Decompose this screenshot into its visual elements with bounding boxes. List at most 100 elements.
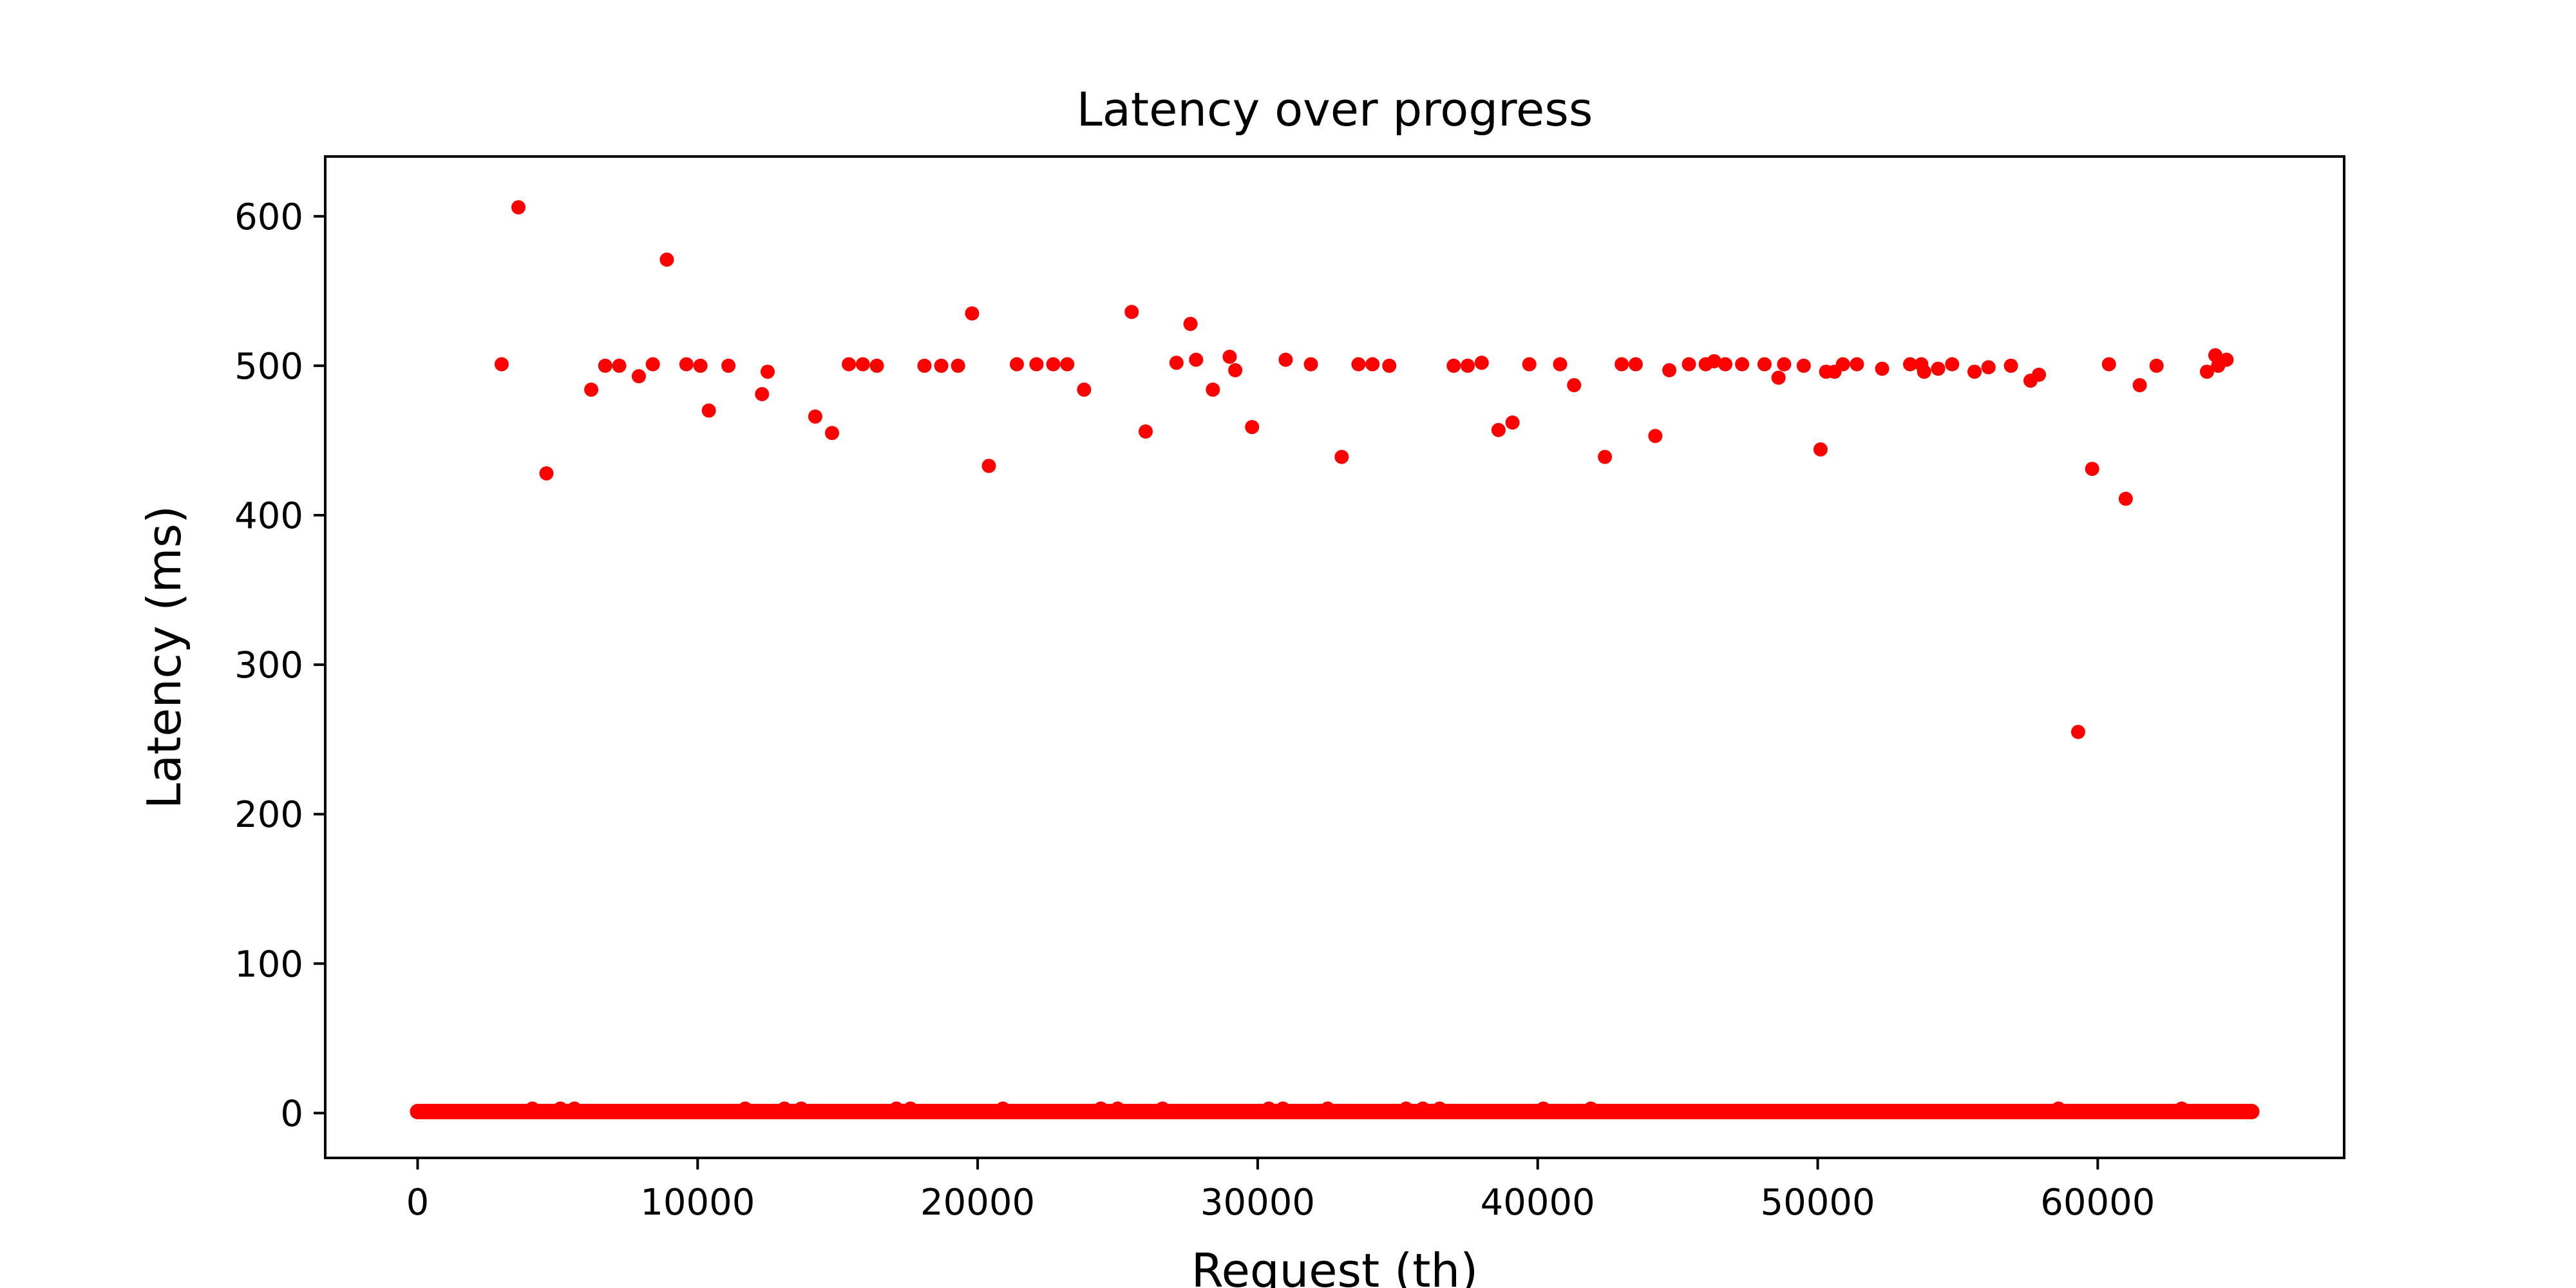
y-tick-label: 100 [234, 943, 303, 985]
x-tick-label: 60000 [2040, 1182, 2155, 1224]
data-point [1262, 1101, 1276, 1116]
data-point [1334, 450, 1349, 464]
data-point [2149, 358, 2164, 373]
data-point [1648, 429, 1663, 444]
data-point [1615, 357, 1629, 372]
data-point [631, 369, 646, 384]
data-point [1850, 357, 1864, 372]
data-point [1320, 1101, 1335, 1116]
data-point [951, 358, 965, 373]
data-point [2174, 1101, 2189, 1116]
data-point [2070, 724, 2085, 739]
data-point [1813, 442, 1828, 457]
y-tick-label: 0 [280, 1093, 303, 1135]
data-point [1351, 357, 1366, 372]
data-point [808, 409, 822, 424]
data-point [1110, 1101, 1125, 1116]
data-point [1945, 357, 1960, 372]
data-point [755, 387, 770, 402]
data-point [494, 357, 509, 372]
data-point [2032, 367, 2047, 382]
data-point [693, 358, 708, 373]
data-point [1917, 365, 1931, 379]
data-point [701, 403, 716, 418]
data-point [525, 1101, 540, 1116]
chart-marks [410, 200, 2260, 1120]
data-point [1681, 357, 1696, 372]
data-point [2132, 378, 2147, 393]
data-point [842, 357, 857, 372]
y-axis-ticks: 0 100 200 300 400 500 600 [234, 196, 325, 1135]
data-point [1124, 305, 1139, 319]
data-point [2118, 491, 2133, 506]
data-point [1365, 357, 1380, 372]
data-point [1206, 383, 1220, 397]
data-point [855, 357, 870, 372]
data-point [598, 358, 612, 373]
y-tick-label: 500 [234, 346, 303, 388]
y-tick-label: 200 [234, 794, 303, 836]
data-point [1491, 422, 1506, 437]
y-tick-label: 300 [234, 645, 303, 687]
data-point [612, 358, 627, 373]
data-point [1662, 363, 1677, 377]
data-point [1931, 361, 1946, 376]
data-point [2219, 352, 2234, 367]
data-point [1536, 1101, 1551, 1116]
data-point [1432, 1101, 1447, 1116]
data-point [1796, 358, 1811, 373]
data-point [1771, 370, 1786, 385]
data-point [584, 383, 599, 397]
data-point [1183, 316, 1198, 331]
data-point [1189, 352, 1204, 367]
data-point [2085, 462, 2099, 477]
data-point [1399, 1101, 1414, 1116]
plot-area-frame [324, 155, 2345, 1159]
x-tick-label: 0 [406, 1182, 430, 1224]
x-tick-label: 10000 [640, 1182, 755, 1224]
data-point [1416, 1101, 1430, 1116]
data-point [761, 365, 775, 379]
data-point [1718, 357, 1733, 372]
x-tick-label: 40000 [1481, 1182, 1595, 1224]
data-point [1077, 383, 1092, 397]
data-point [903, 1101, 918, 1116]
data-point [659, 252, 674, 267]
data-point [869, 358, 884, 373]
data-point [1276, 1101, 1291, 1116]
data-point [1835, 357, 1850, 372]
data-point [2199, 365, 2214, 379]
data-point [1029, 357, 1044, 372]
data-point [1446, 358, 1461, 373]
data-point [1060, 357, 1075, 372]
data-point [721, 358, 736, 373]
y-tick-label: 400 [234, 495, 303, 537]
data-point [1584, 1101, 1598, 1116]
data-point [1046, 357, 1061, 372]
data-point [1505, 415, 1520, 430]
x-axis-label: Request (th) [1191, 1244, 1478, 1288]
data-point [1567, 378, 1582, 393]
data-point [889, 1101, 904, 1116]
data-point [777, 1101, 792, 1116]
data-point [1474, 355, 1489, 370]
data-point [2003, 358, 2018, 373]
data-point [1139, 424, 1153, 439]
data-point [1875, 361, 1889, 376]
data-point [1707, 354, 1721, 368]
data-point [1522, 357, 1537, 372]
x-tick-label: 30000 [1200, 1182, 1315, 1224]
data-point [511, 200, 526, 214]
data-point [1777, 357, 1792, 372]
data-point [1169, 355, 1184, 370]
data-point [1009, 357, 1024, 372]
data-point [567, 1101, 582, 1116]
data-point [1303, 357, 1318, 372]
data-point [1278, 352, 1293, 367]
data-point [645, 357, 660, 372]
data-point [1598, 450, 1613, 464]
data-point [825, 426, 840, 440]
x-tick-label: 20000 [920, 1182, 1035, 1224]
data-point [1222, 350, 1237, 364]
